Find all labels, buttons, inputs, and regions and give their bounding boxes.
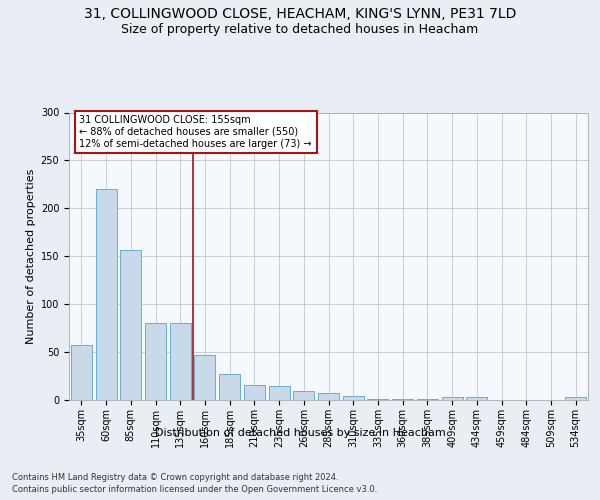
Text: Distribution of detached houses by size in Heacham: Distribution of detached houses by size … [155, 428, 445, 438]
Bar [269, 386, 290, 400]
Bar [219, 374, 240, 400]
Bar [367, 399, 388, 400]
Bar [71, 346, 92, 400]
Text: Contains public sector information licensed under the Open Government Licence v3: Contains public sector information licen… [12, 485, 377, 494]
Bar [120, 250, 141, 400]
Bar [244, 384, 265, 400]
Bar [170, 324, 191, 400]
Bar [466, 397, 487, 400]
Text: 31, COLLINGWOOD CLOSE, HEACHAM, KING'S LYNN, PE31 7LD: 31, COLLINGWOOD CLOSE, HEACHAM, KING'S L… [84, 8, 516, 22]
Bar [343, 396, 364, 400]
Bar [442, 397, 463, 400]
Text: 31 COLLINGWOOD CLOSE: 155sqm
← 88% of detached houses are smaller (550)
12% of s: 31 COLLINGWOOD CLOSE: 155sqm ← 88% of de… [79, 116, 312, 148]
Bar [194, 355, 215, 400]
Text: Size of property relative to detached houses in Heacham: Size of property relative to detached ho… [121, 22, 479, 36]
Bar [95, 189, 116, 400]
Bar [293, 392, 314, 400]
Bar [392, 399, 413, 400]
Y-axis label: Number of detached properties: Number of detached properties [26, 168, 37, 344]
Bar [417, 399, 438, 400]
Bar [318, 394, 339, 400]
Bar [565, 397, 586, 400]
Bar [145, 324, 166, 400]
Text: Contains HM Land Registry data © Crown copyright and database right 2024.: Contains HM Land Registry data © Crown c… [12, 472, 338, 482]
